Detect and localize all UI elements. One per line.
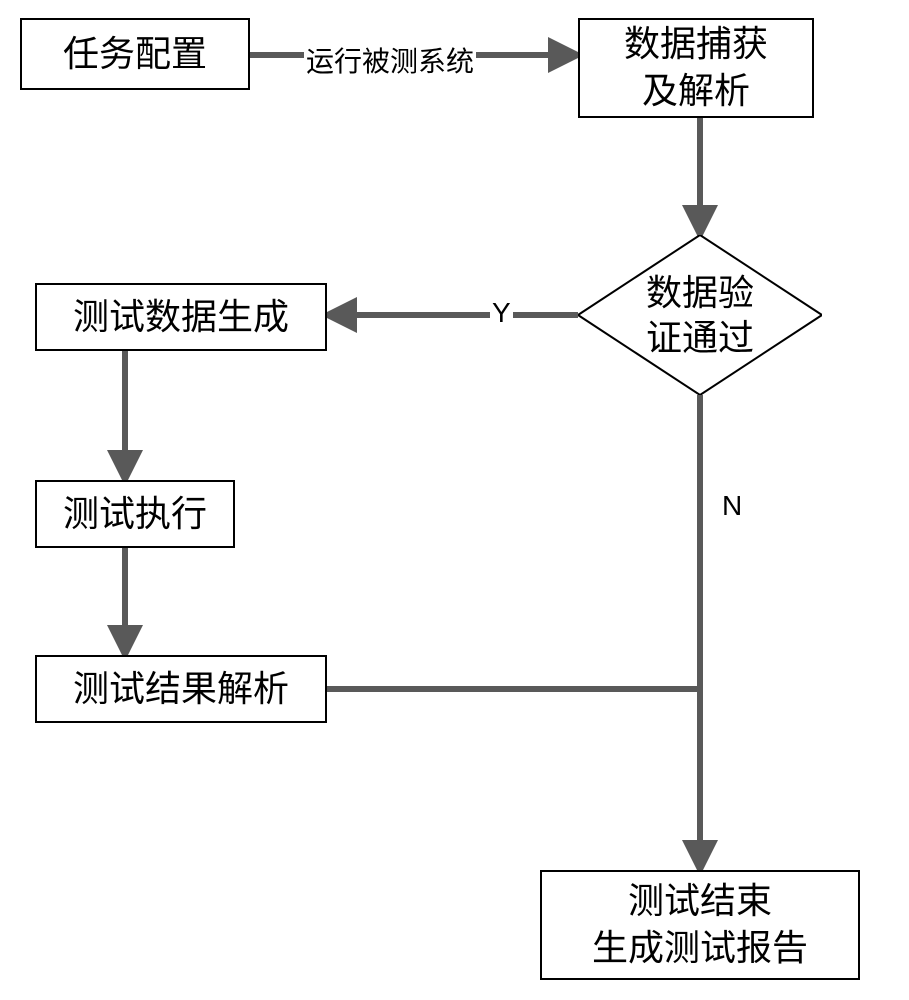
node-gen-test-data: 测试数据生成 [35,283,327,351]
node-data-verify-label: 数据验证通过 [646,270,754,360]
node-parse-result: 测试结果解析 [35,655,327,723]
node-label-line: 测试结束 [628,878,772,925]
node-label-line: 测试执行 [63,491,207,538]
node-label-line: 测试结果解析 [73,666,289,713]
flowchart-canvas: 任务配置 数据捕获及解析 测试数据生成 测试执行 测试结果解析 测试结束生成测试… [0,0,909,1000]
edge-label-no: N [720,490,744,522]
node-label-line: 数据捕获 [624,21,768,68]
node-test-exec: 测试执行 [35,480,235,548]
edge-label-yes: Y [490,297,513,329]
node-label-line: 证通过 [646,315,754,360]
node-label-line: 及解析 [642,68,750,115]
node-label-line: 生成测试报告 [592,925,808,972]
edge-label-run-system: 运行被测系统 [304,40,476,80]
node-label-line: 数据验 [646,270,754,315]
node-report: 测试结束生成测试报告 [540,870,860,980]
node-data-capture: 数据捕获及解析 [578,18,814,118]
node-data-verify: 数据验证通过 [578,235,822,395]
node-label-line: 测试数据生成 [73,294,289,341]
node-label-line: 任务配置 [63,31,207,78]
node-task-config: 任务配置 [20,18,250,90]
